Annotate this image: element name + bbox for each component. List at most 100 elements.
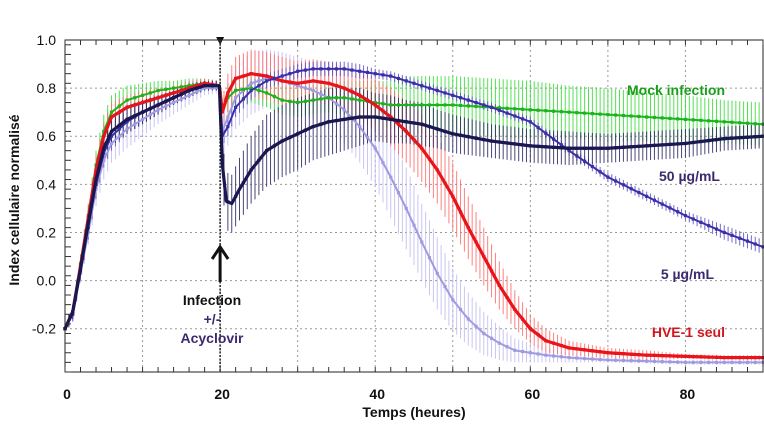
data-point (373, 103, 377, 107)
data-point (699, 360, 703, 364)
data-point (614, 146, 618, 150)
data-point (109, 134, 114, 138)
data-point (753, 360, 757, 364)
data-point (78, 266, 83, 271)
data-point (241, 181, 245, 185)
data-point (466, 317, 470, 321)
data-point (148, 106, 152, 111)
data-point (396, 122, 401, 126)
data-point (559, 146, 563, 150)
data-point (148, 98, 152, 102)
data-point (265, 149, 269, 153)
data-point (125, 120, 129, 124)
data-point (489, 336, 494, 340)
data-point (505, 141, 509, 145)
data-point (722, 230, 726, 235)
data-point (458, 307, 463, 312)
data-point (660, 116, 664, 120)
y-tick-label: 0.0 (37, 273, 57, 289)
data-point (714, 138, 719, 142)
label-hve1-seul: HVE-1 seul (652, 324, 725, 340)
data-point (451, 194, 455, 198)
data-point (179, 92, 183, 96)
data-point (621, 352, 625, 356)
data-point (303, 80, 308, 84)
y-axis-title: Index cellulaire normalisé (6, 114, 22, 285)
data-point (567, 146, 571, 150)
data-point (389, 74, 393, 78)
data-point (420, 122, 424, 126)
data-point (234, 88, 238, 93)
data-point (365, 98, 370, 102)
data-point (660, 360, 664, 364)
data-point (427, 256, 432, 260)
data-point (536, 125, 540, 130)
data-point (257, 84, 261, 88)
data-point (583, 356, 587, 361)
data-point (668, 116, 672, 121)
data-point (427, 86, 432, 90)
data-point (249, 72, 253, 76)
data-point (528, 351, 532, 355)
data-point (590, 357, 594, 361)
y-tick-label: -0.2 (32, 321, 56, 337)
data-point (652, 359, 657, 364)
data-point (311, 79, 315, 83)
data-point (458, 96, 463, 100)
data-point (676, 142, 680, 146)
data-point (412, 223, 416, 227)
data-point (738, 355, 742, 360)
data-point (614, 113, 618, 117)
data-point (683, 214, 688, 218)
data-point (513, 107, 517, 111)
data-point (133, 103, 137, 107)
data-point (466, 98, 470, 102)
data-point (691, 118, 695, 122)
data-point (156, 103, 160, 107)
data-point (520, 349, 525, 354)
data-point (435, 88, 439, 93)
data-point (443, 129, 447, 134)
data-point (102, 134, 106, 138)
data-point (381, 109, 385, 113)
data-point (451, 93, 455, 97)
data-point (334, 118, 339, 123)
data-point (714, 119, 719, 123)
data-point (606, 175, 610, 179)
data-point (327, 96, 331, 100)
data-point (629, 187, 633, 191)
data-point (621, 358, 625, 363)
data-point (234, 76, 238, 81)
data-point (420, 146, 424, 150)
data-point (265, 74, 269, 78)
data-point (117, 110, 121, 114)
data-point (117, 134, 121, 138)
data-point (102, 158, 106, 162)
data-point (187, 88, 191, 93)
data-point (396, 76, 401, 81)
data-point (125, 127, 129, 131)
data-point (203, 81, 207, 85)
data-point (629, 352, 633, 356)
data-point (334, 84, 339, 88)
data-point (187, 86, 191, 90)
data-point (109, 110, 114, 114)
data-point (412, 81, 416, 85)
data-point (497, 140, 501, 144)
data-point (707, 224, 711, 228)
data-point (311, 67, 315, 71)
data-point (327, 81, 331, 85)
data-point (171, 86, 176, 90)
data-point (466, 104, 470, 108)
data-point (342, 96, 346, 100)
data-point (590, 349, 594, 353)
data-point (156, 88, 160, 93)
data-point (598, 350, 602, 354)
data-point (171, 100, 176, 105)
data-point (536, 144, 540, 148)
data-point (552, 145, 556, 149)
data-point (358, 98, 362, 102)
data-point (133, 122, 137, 126)
data-point (303, 99, 308, 103)
